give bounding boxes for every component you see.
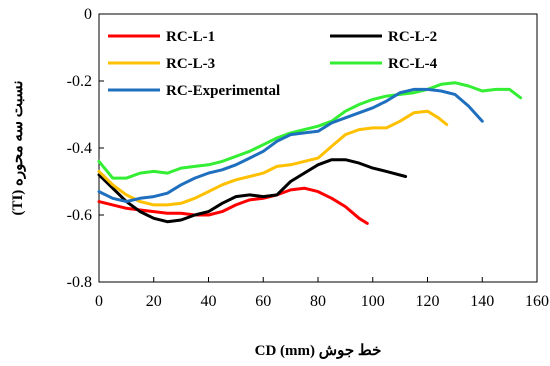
plot-area bbox=[98, 13, 538, 283]
x-axis-title: خط جوش (mm) CD bbox=[255, 343, 382, 359]
legend-label-rc-l-4: RC-L-4 bbox=[388, 56, 438, 72]
y-tick-label: -0.2 bbox=[67, 73, 92, 90]
series-layer bbox=[97, 81, 523, 225]
legend-label-rc-experimental: RC-Experimental bbox=[166, 83, 280, 99]
x-tick-label: 0 bbox=[95, 293, 103, 310]
x-tick-label: 160 bbox=[525, 293, 549, 310]
series-line-rc-l-1 bbox=[97, 186, 369, 225]
series-line-rc-l-2 bbox=[97, 158, 408, 224]
x-tick-label: 80 bbox=[310, 293, 326, 310]
x-tick-label: 20 bbox=[146, 293, 162, 310]
y-tick-label: 0 bbox=[84, 6, 92, 23]
plot-border bbox=[98, 13, 538, 283]
x-tick-label: 120 bbox=[416, 293, 440, 310]
series-line-rc-l-4 bbox=[97, 81, 523, 180]
legend-label-rc-l-1: RC-L-1 bbox=[166, 29, 215, 45]
y-axis-title: نسبت سه محوره (TI) bbox=[10, 80, 26, 215]
series-line-rc-l-3 bbox=[97, 109, 449, 207]
legend: RC-L-1 RC-L-2 RC-L-3 RC-L-4 RC-Experimental bbox=[108, 29, 438, 99]
x-tick-label: 40 bbox=[201, 293, 217, 310]
x-tick-label: 140 bbox=[470, 293, 494, 310]
legend-label-rc-l-3: RC-L-3 bbox=[166, 56, 215, 72]
y-tick-label: -0.8 bbox=[67, 274, 92, 291]
x-tick-label: 100 bbox=[361, 293, 385, 310]
legend-label-rc-l-2: RC-L-2 bbox=[388, 29, 437, 45]
series-line-rc-experimental bbox=[97, 87, 484, 204]
x-tick-label: 60 bbox=[255, 293, 271, 310]
y-tick-label: -0.6 bbox=[67, 207, 92, 224]
y-tick-label: -0.4 bbox=[67, 140, 92, 157]
axis-layer: 0 20 40 60 80 100 120 140 160 0 -0.2 -0.4 -0.6 -0.8 bbox=[67, 6, 549, 310]
